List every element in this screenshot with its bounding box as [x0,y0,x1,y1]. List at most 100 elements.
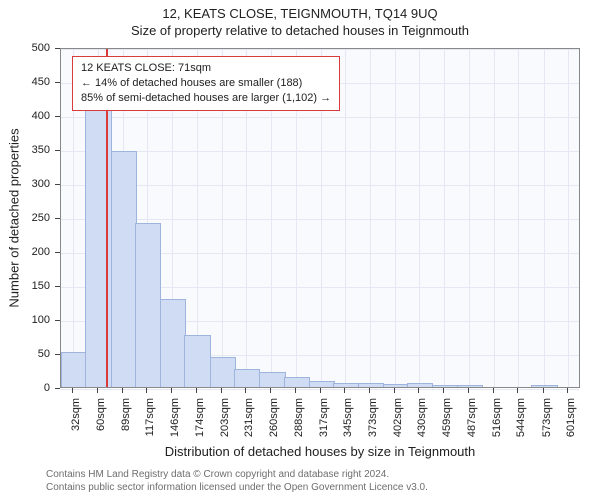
x-tick-mark [369,388,370,393]
histogram-bar [160,299,186,387]
x-tick-mark [72,388,73,393]
histogram-bar [333,383,359,387]
x-tick-mark [295,388,296,393]
x-tick-label: 601sqm [565,398,577,437]
x-tick-mark [320,388,321,393]
grid-line-horizontal [61,185,579,186]
grid-line-vertical [518,49,519,387]
grid-line-vertical [419,49,420,387]
x-tick-label: 373sqm [367,398,379,437]
grid-line-vertical [568,49,569,387]
x-tick-label: 260sqm [268,398,280,437]
y-tick-label: 400 [0,110,50,122]
grid-line-horizontal [61,49,579,50]
x-tick-label: 32sqm [70,398,82,431]
histogram-bar [259,372,285,387]
histogram-bar [111,151,137,387]
histogram-bar [309,381,335,387]
attribution-line-1: Contains HM Land Registry data © Crown c… [46,468,428,481]
x-tick-label: 459sqm [441,398,453,437]
chart-address-title: 12, KEATS CLOSE, TEIGNMOUTH, TQ14 9UQ [0,0,600,23]
histogram-bar [407,383,433,387]
y-tick-mark [55,116,60,117]
grid-line-horizontal [61,117,579,118]
y-tick-label: 450 [0,76,50,88]
x-tick-mark [567,388,568,393]
y-tick-label: 0 [0,382,50,394]
x-tick-label: 89sqm [120,398,132,431]
grid-line-vertical [544,49,545,387]
x-tick-mark [418,388,419,393]
histogram-bar [210,357,236,387]
annotation-line-1: 12 KEATS CLOSE: 71sqm [81,61,331,76]
x-tick-label: 146sqm [169,398,181,437]
chart-container: { "title": { "line1": "12, KEATS CLOSE, … [0,0,600,500]
annotation-line-2: ← 14% of detached houses are smaller (18… [81,76,331,91]
y-tick-mark [55,286,60,287]
x-tick-label: 117sqm [144,398,156,436]
x-tick-mark [270,388,271,393]
histogram-bar [135,223,161,387]
x-tick-label: 174sqm [194,398,206,437]
x-tick-label: 317sqm [318,398,330,437]
x-tick-mark [344,388,345,393]
grid-line-vertical [345,49,346,387]
x-tick-mark [221,388,222,393]
histogram-bar [284,377,310,387]
x-tick-label: 573sqm [541,398,553,437]
y-tick-mark [55,320,60,321]
x-tick-label: 516sqm [491,398,503,437]
y-tick-mark [55,82,60,83]
x-tick-label: 231sqm [243,398,255,437]
x-tick-label: 60sqm [95,398,107,431]
x-tick-mark [245,388,246,393]
x-tick-mark [468,388,469,393]
y-tick-mark [55,354,60,355]
histogram-bar [358,383,384,387]
histogram-bar [234,369,260,387]
grid-line-vertical [395,49,396,387]
y-tick-mark [55,48,60,49]
y-tick-mark [55,218,60,219]
y-tick-label: 50 [0,348,50,360]
grid-line-vertical [370,49,371,387]
y-tick-label: 100 [0,314,50,326]
y-tick-mark [55,252,60,253]
attribution-line-2: Contains public sector information licen… [46,481,428,494]
histogram-bar [432,385,458,387]
x-tick-label: 203sqm [219,398,231,437]
x-tick-label: 544sqm [515,398,527,437]
y-tick-mark [55,388,60,389]
x-tick-mark [171,388,172,393]
x-tick-mark [97,388,98,393]
x-tick-mark [122,388,123,393]
histogram-bar [457,385,483,387]
y-tick-mark [55,150,60,151]
x-tick-mark [493,388,494,393]
x-tick-label: 345sqm [342,398,354,437]
grid-line-horizontal [61,219,579,220]
x-tick-mark [394,388,395,393]
x-tick-mark [543,388,544,393]
grid-line-vertical [469,49,470,387]
x-axis-label: Distribution of detached houses by size … [165,444,476,459]
x-tick-mark [196,388,197,393]
x-tick-label: 487sqm [466,398,478,437]
histogram-bar [184,335,210,387]
y-tick-label: 500 [0,42,50,54]
x-tick-label: 402sqm [392,398,404,437]
x-tick-mark [517,388,518,393]
annotation-line-3: 85% of semi-detached houses are larger (… [81,91,331,106]
x-tick-mark [443,388,444,393]
grid-line-horizontal [61,151,579,152]
x-tick-label: 288sqm [293,398,305,437]
grid-line-vertical [444,49,445,387]
histogram-bar [531,385,557,387]
attribution-footer: Contains HM Land Registry data © Crown c… [46,468,428,494]
property-annotation-box: 12 KEATS CLOSE: 71sqm ← 14% of detached … [72,56,340,111]
x-tick-mark [146,388,147,393]
y-tick-mark [55,184,60,185]
chart-subtitle: Size of property relative to detached ho… [0,23,600,40]
x-tick-label: 430sqm [416,398,428,437]
histogram-bar [61,352,87,387]
